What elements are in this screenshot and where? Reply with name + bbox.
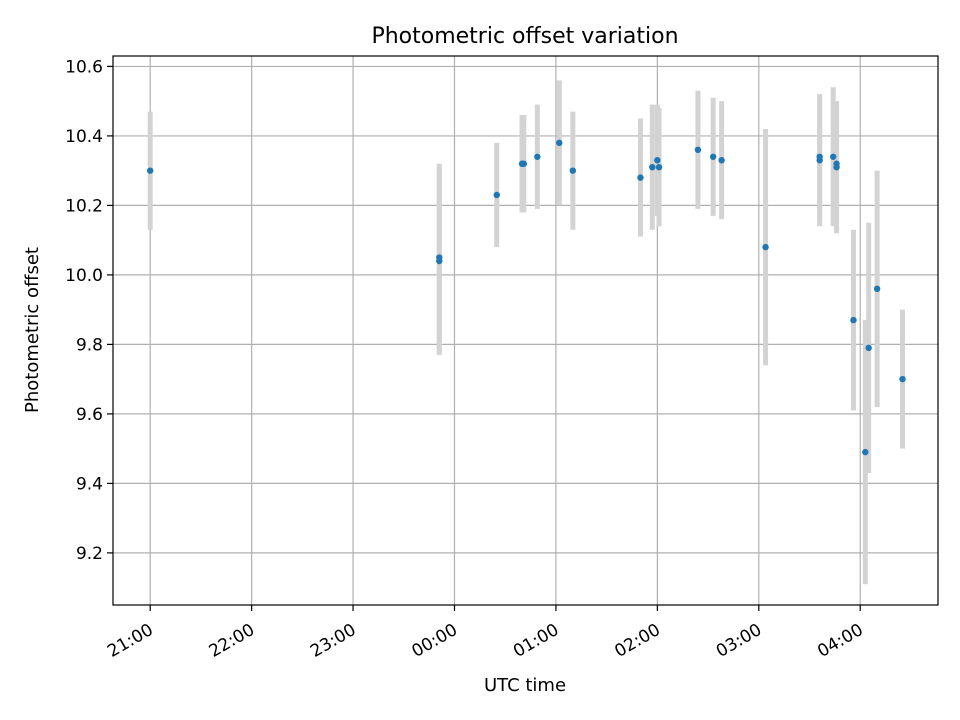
x-tick-label: 01:00: [510, 620, 562, 662]
x-tick-label: 00:00: [409, 620, 461, 662]
y-tick-label: 10.2: [65, 196, 103, 216]
data-point: [718, 157, 725, 164]
data-point: [520, 160, 528, 167]
data-point: [649, 163, 656, 171]
x-axis: 21:00 22:00 23:00 00:00 01:00 02:00 03:00 04:00: [104, 605, 867, 662]
y-tick-label: 10.4: [65, 127, 103, 147]
y-tick-label: 10.6: [65, 57, 103, 77]
x-tick-label: 03:00: [713, 620, 765, 662]
data-point: [694, 146, 702, 154]
data-point: [637, 174, 644, 181]
data-point: [833, 160, 840, 167]
x-tick-label: 04:00: [814, 620, 866, 662]
y-tick-label: 10.0: [65, 266, 103, 286]
y-axis: 9.2 9.4 9.6 9.8 10.0 10.2 10.4 10.6: [65, 57, 113, 564]
x-axis-label: UTC time: [484, 675, 566, 696]
x-tick-label: 23:00: [307, 620, 359, 662]
y-tick-label: 9.2: [76, 544, 103, 564]
y-axis-label: Photometric offset: [22, 247, 43, 413]
data-point: [873, 285, 881, 293]
data-point: [655, 163, 663, 171]
y-tick-label: 9.4: [76, 474, 103, 494]
data-point: [534, 153, 541, 160]
data-point: [865, 344, 872, 352]
data-point: [709, 153, 717, 160]
data-point: [762, 243, 769, 251]
error-bars: [147, 80, 905, 585]
data-point: [569, 167, 577, 174]
data-point: [556, 139, 563, 147]
chart-title: Photometric offset variation: [371, 24, 678, 49]
data-point: [899, 375, 906, 383]
data-point: [862, 448, 869, 456]
data-points: [146, 139, 906, 456]
y-tick-label: 9.6: [76, 405, 103, 425]
x-tick-label: 02:00: [611, 620, 663, 662]
x-tick-label: 21:00: [104, 620, 156, 662]
data-point: [654, 157, 661, 164]
y-tick-label: 9.8: [76, 335, 103, 355]
data-point: [436, 254, 443, 261]
x-tick-label: 22:00: [206, 620, 258, 662]
data-point: [816, 153, 823, 160]
data-point: [850, 316, 857, 324]
plot-frame: [112, 55, 939, 606]
data-point: [829, 153, 837, 160]
data-point: [146, 167, 154, 174]
data-point: [493, 191, 500, 199]
